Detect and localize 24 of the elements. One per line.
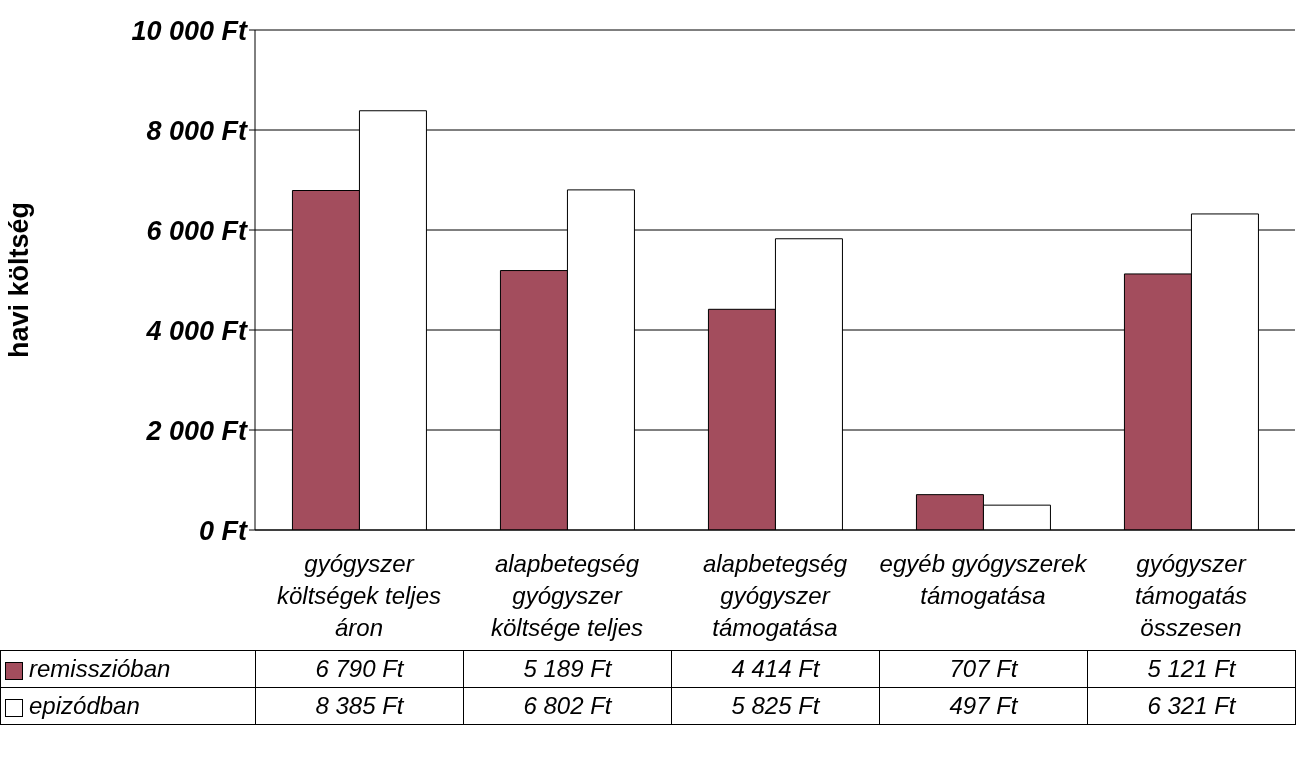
x-tick-label: gyógyszer költségek teljes áron [276, 550, 442, 641]
y-tick-label: 0 Ft [198, 515, 248, 546]
legend-label: epizódban [29, 692, 140, 719]
y-tick-label: 4 000 Ft [145, 315, 248, 346]
x-tick-label: gyógyszer támogatás összesen [1134, 550, 1248, 641]
x-tick-label: alapbetegség gyógyszer támogatása [702, 550, 848, 641]
data-label: 5 825 Ft [671, 687, 880, 725]
y-tick-label: 10 000 Ft [131, 15, 248, 46]
data-label: 497 Ft [879, 687, 1088, 725]
y-tick-label: 2 000 Ft [145, 415, 248, 446]
y-tick-label: 6 000 Ft [146, 215, 248, 246]
y-tick-label: 8 000 Ft [146, 115, 248, 146]
legend-label: remisszióban [29, 655, 171, 682]
data-label: 5 189 Ft [463, 650, 672, 688]
data-label: 5 121 Ft [1087, 650, 1296, 688]
x-tick-label: egyéb gyógyszerek támogatása [879, 550, 1089, 609]
data-label: 8 385 Ft [255, 687, 464, 725]
data-label: 4 414 Ft [671, 650, 880, 688]
data-label: 6 321 Ft [1087, 687, 1296, 725]
data-label: 707 Ft [879, 650, 1088, 688]
data-label: 6 802 Ft [463, 687, 672, 725]
y-axis-title: havi költség [3, 201, 34, 359]
data-label: 6 790 Ft [255, 650, 464, 688]
x-tick-label: alapbetegség gyógyszer költsége teljes [490, 550, 644, 641]
